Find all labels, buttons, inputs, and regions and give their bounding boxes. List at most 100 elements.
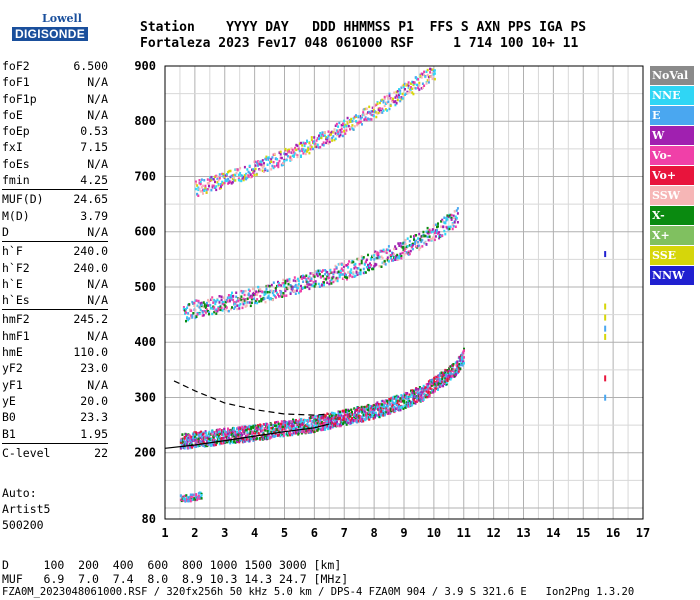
echo-point	[454, 225, 457, 228]
echo-point	[405, 245, 408, 249]
echo-point	[243, 301, 246, 305]
echo-point	[333, 131, 336, 134]
echo-point	[342, 276, 345, 280]
echo-point	[420, 76, 423, 79]
echo-point	[403, 401, 406, 404]
echo-point	[201, 314, 204, 317]
echo-point	[383, 97, 386, 101]
echo-point	[266, 163, 269, 166]
echo-point	[408, 90, 411, 93]
echo-point	[181, 433, 184, 436]
echo-point	[336, 422, 339, 426]
echo-point	[372, 106, 375, 110]
echo-point	[377, 403, 380, 406]
echo-point	[351, 275, 354, 279]
echo-point	[238, 307, 241, 310]
echo-point	[386, 94, 389, 98]
echo-point	[288, 150, 291, 153]
echo-point	[384, 405, 387, 409]
echo-point	[237, 173, 240, 177]
echo-point	[317, 272, 320, 275]
echo-point	[284, 428, 287, 432]
echo-point	[365, 405, 368, 408]
echo-point	[460, 357, 463, 360]
echo-point	[430, 75, 433, 78]
echo-point	[407, 405, 410, 408]
echo-point	[179, 447, 182, 450]
echo-point	[353, 267, 356, 270]
echo-point	[227, 435, 230, 439]
echo-point	[427, 75, 430, 79]
echo-point	[441, 380, 444, 383]
echo-point	[314, 270, 317, 273]
echo-point	[325, 270, 328, 273]
echo-point	[415, 234, 418, 237]
echo-point	[341, 123, 344, 127]
echo-point	[217, 308, 220, 312]
echo-point	[203, 441, 206, 444]
echo-point	[323, 277, 325, 281]
echo-point	[329, 425, 332, 429]
echo-point	[391, 258, 393, 262]
echo-point	[382, 99, 385, 103]
echo-point	[277, 165, 280, 169]
echo-point	[241, 433, 244, 437]
param-value: N/A	[87, 224, 108, 239]
echo-point	[418, 386, 421, 389]
echo-point	[368, 268, 370, 272]
y-tick-label: 300	[134, 390, 156, 404]
echo-point	[252, 426, 255, 430]
echo-point	[395, 397, 398, 400]
echo-point	[379, 402, 382, 406]
echo-point	[309, 145, 312, 148]
echo-point	[288, 280, 291, 283]
echo-point	[271, 427, 274, 430]
echo-point	[305, 424, 308, 427]
echo-point	[383, 405, 386, 408]
echo-point	[371, 255, 374, 259]
echo-point	[375, 115, 378, 119]
echo-point	[432, 69, 435, 73]
echo-point	[377, 407, 380, 411]
echo-point	[362, 108, 365, 112]
echo-point	[351, 417, 353, 420]
echo-point	[279, 294, 282, 298]
echo-point	[418, 398, 421, 401]
echo-point	[327, 130, 330, 133]
echo-point	[331, 277, 334, 280]
echo-point	[289, 292, 292, 295]
echo-point	[295, 148, 298, 152]
param-name: MUF(D)	[2, 192, 44, 207]
echo-point	[200, 190, 203, 193]
echo-point	[335, 133, 338, 137]
echo-point	[333, 424, 336, 427]
echo-point	[437, 383, 440, 386]
echo-point	[218, 428, 221, 431]
echo-point	[309, 276, 312, 280]
echo-point	[197, 494, 200, 498]
echo-point	[320, 136, 323, 140]
echo-point	[460, 354, 463, 357]
x-tick-label: 14	[546, 526, 560, 540]
echo-point	[254, 292, 256, 296]
echo-point	[279, 150, 282, 154]
echo-point	[325, 422, 328, 426]
echo-point	[306, 280, 309, 284]
echo-point	[292, 418, 294, 421]
echo-point	[405, 251, 408, 254]
echo-point	[335, 418, 338, 421]
echo-point	[316, 424, 319, 427]
echo-point	[304, 431, 307, 434]
echo-point	[238, 429, 241, 433]
echo-point	[180, 437, 183, 441]
echo-point	[248, 439, 251, 443]
echo-point	[318, 269, 321, 273]
echo-point	[371, 405, 374, 408]
echo-point	[204, 311, 207, 314]
echo-point	[205, 431, 208, 435]
echo-point	[261, 159, 264, 162]
echo-point	[320, 423, 323, 427]
x-tick-label: 7	[341, 526, 348, 540]
echo-point	[357, 418, 360, 422]
echo-point	[281, 433, 284, 436]
